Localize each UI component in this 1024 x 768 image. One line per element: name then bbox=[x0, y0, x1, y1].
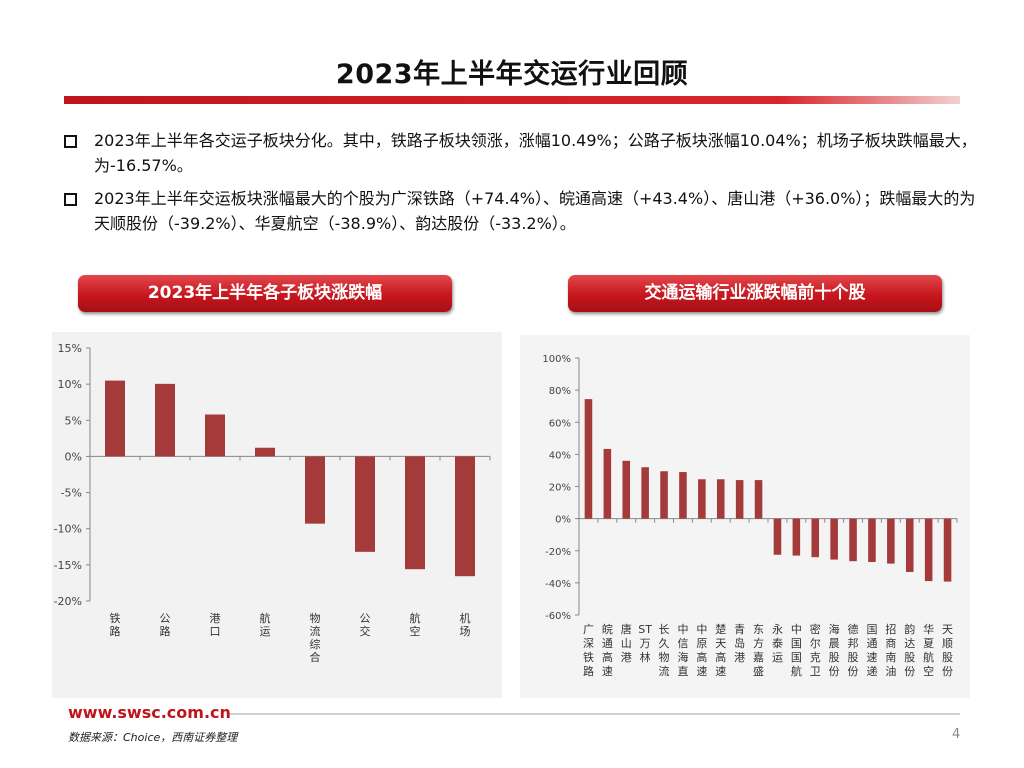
chart1-header: 2023年上半年各子板块涨跌幅 bbox=[78, 275, 452, 312]
bar bbox=[255, 447, 275, 457]
x-category-label: 广深铁路 bbox=[583, 623, 594, 678]
bullet-item: 2023年上半年各交运子板块分化。其中，铁路子板块领涨，涨幅10.49%；公路子… bbox=[64, 128, 984, 178]
bar bbox=[641, 467, 649, 519]
y-tick-label: 0% bbox=[65, 450, 82, 463]
x-category-label: 航空 bbox=[410, 611, 421, 638]
y-tick-label: 100% bbox=[542, 354, 571, 365]
bullet-text: 2023年上半年各交运子板块分化。其中，铁路子板块领涨，涨幅10.49%；公路子… bbox=[94, 131, 977, 175]
y-tick-label: 0% bbox=[555, 515, 571, 526]
x-category-label: ST 万林 bbox=[638, 623, 652, 664]
bar bbox=[584, 399, 593, 519]
y-tick-label: -10% bbox=[54, 523, 82, 536]
footer-divider bbox=[230, 713, 960, 715]
bar bbox=[792, 518, 801, 556]
x-category-label: 中原高速 bbox=[696, 623, 707, 678]
x-category-label: 航运 bbox=[260, 611, 271, 638]
footer-url: www.swsc.com.cn bbox=[68, 703, 231, 722]
x-category-label: 物流综合 bbox=[310, 611, 321, 664]
bar bbox=[905, 518, 914, 572]
bar bbox=[849, 518, 857, 562]
y-tick-label: -5% bbox=[61, 487, 82, 500]
bar bbox=[773, 518, 782, 555]
y-tick-label: -60% bbox=[545, 611, 571, 622]
x-category-label: 中信海直 bbox=[677, 623, 688, 678]
x-category-label: 港口 bbox=[210, 612, 221, 638]
x-category-label: 东方嘉盛 bbox=[753, 623, 764, 678]
bar bbox=[405, 456, 425, 570]
x-category-label: 海晨股份 bbox=[829, 622, 840, 678]
bar bbox=[698, 479, 706, 519]
bar bbox=[924, 518, 933, 582]
y-tick-label: -20% bbox=[545, 547, 571, 558]
bar bbox=[830, 518, 838, 560]
y-tick-label: 40% bbox=[549, 450, 571, 461]
page-number: 4 bbox=[952, 727, 961, 742]
bar bbox=[868, 518, 876, 562]
chart2-panel: 100% 80% 60% 40% 20% 0% -20% -40% -60% 广深铁路 皖通高速 唐山… bbox=[520, 335, 970, 698]
bar bbox=[305, 456, 325, 524]
chart1-panel: 15% 10% 5% 0% -5% -10% -15% -20% 铁路 公路 港口 航运 物流综合 公交 航… bbox=[52, 332, 502, 698]
sector-change-chart: 15% 10% 5% 0% -5% -10% -15% -20% 铁路 公路 港口 航运 物流综合 公交 航… bbox=[54, 342, 491, 664]
x-category-label: 铁路 bbox=[110, 612, 121, 638]
bar bbox=[155, 383, 175, 457]
bar bbox=[622, 460, 631, 519]
x-category-label: 皖通高速 bbox=[602, 622, 613, 678]
x-category-label: 青岛港 bbox=[734, 623, 745, 664]
x-category-label: 国通速递 bbox=[866, 623, 877, 678]
bar bbox=[943, 518, 952, 582]
y-tick-label: -15% bbox=[54, 559, 82, 572]
title-underline bbox=[64, 96, 960, 104]
y-tick-label: 20% bbox=[549, 483, 571, 494]
x-category-label: 楚天高速 bbox=[715, 622, 726, 678]
bar bbox=[887, 518, 895, 564]
top-stocks-chart: 100% 80% 60% 40% 20% 0% -20% -40% -60% 广深铁路皖通高速唐山… bbox=[542, 354, 958, 678]
bar bbox=[679, 472, 687, 519]
bar bbox=[105, 380, 125, 457]
bar bbox=[603, 448, 612, 519]
bar bbox=[660, 471, 668, 519]
square-bullet-icon bbox=[64, 193, 77, 206]
x-category-label: 长久物流 bbox=[659, 623, 670, 678]
y-tick-label: 60% bbox=[549, 418, 571, 429]
chart2-header: 交通运输行业涨跌幅前十个股 bbox=[568, 275, 942, 312]
x-category-label: 天顺股份 bbox=[942, 623, 953, 678]
bar bbox=[735, 480, 744, 519]
x-category-label: 永泰运 bbox=[772, 622, 783, 664]
x-category-label: 德邦股份 bbox=[848, 622, 859, 678]
bar bbox=[716, 479, 725, 519]
page-title: 2023年上半年交运行业回顾 bbox=[335, 59, 689, 90]
bar bbox=[811, 518, 820, 558]
bullet-item: 2023年上半年交运板块涨幅最大的个股为广深铁路（+74.4%）、皖通高速（+4… bbox=[64, 186, 984, 236]
bar bbox=[455, 456, 475, 577]
bar bbox=[355, 456, 375, 552]
y-tick-label: 80% bbox=[549, 386, 571, 397]
x-category-label: 招商南油 bbox=[885, 622, 896, 678]
bullet-list: 2023年上半年各交运子板块分化。其中，铁路子板块领涨，涨幅10.49%；公路子… bbox=[64, 128, 984, 244]
x-category-label: 密尔克卫 bbox=[810, 622, 821, 678]
x-category-label: 唐山港 bbox=[621, 622, 632, 664]
y-tick-label: -20% bbox=[54, 595, 82, 608]
x-category-label: 华夏航空 bbox=[923, 622, 934, 678]
bar bbox=[205, 414, 225, 457]
bar bbox=[754, 480, 763, 519]
y-tick-label: 5% bbox=[65, 414, 82, 427]
x-category-label: 公交 bbox=[360, 612, 371, 638]
footer-source: 数据来源：Choice，西南证券整理 bbox=[68, 731, 238, 744]
y-tick-label: 10% bbox=[58, 378, 82, 391]
x-category-label: 机场 bbox=[460, 611, 471, 638]
x-category-label: 韵达股份 bbox=[904, 622, 915, 678]
bullet-text: 2023年上半年交运板块涨幅最大的个股为广深铁路（+74.4%）、皖通高速（+4… bbox=[94, 189, 976, 233]
x-category-label: 公路 bbox=[160, 612, 171, 638]
y-tick-label: 15% bbox=[58, 342, 82, 355]
x-category-label: 中国国航 bbox=[791, 623, 802, 678]
square-bullet-icon bbox=[64, 135, 77, 148]
y-tick-label: -40% bbox=[545, 579, 571, 590]
